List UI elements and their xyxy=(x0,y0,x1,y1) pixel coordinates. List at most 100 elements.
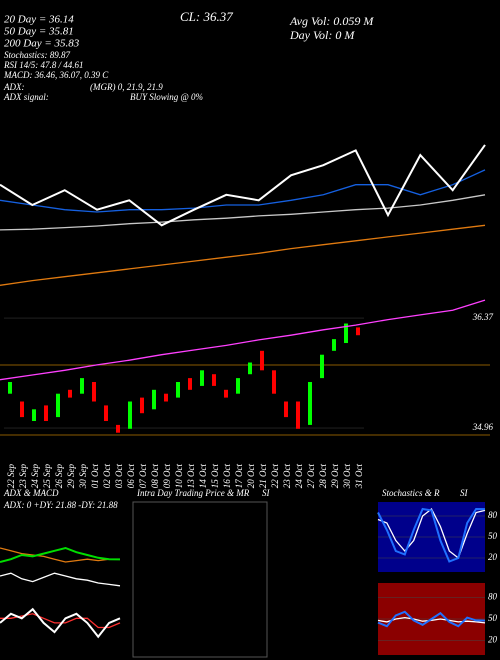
panel-subtitle: ADX: 0 +DY: 21.88 -DY: 21.88 xyxy=(3,500,118,510)
series-line xyxy=(377,616,486,624)
candle-body xyxy=(80,378,84,394)
candle-body xyxy=(248,362,252,375)
x-tick-label: 22 Sep xyxy=(6,464,16,489)
ma-200: 200 Day = 35.83 xyxy=(4,38,80,50)
candle-body xyxy=(188,378,192,390)
x-tick-label: 24 Oct xyxy=(294,464,304,489)
candle-body xyxy=(8,382,12,394)
ma-20: 20 Day = 36.14 xyxy=(4,14,74,26)
x-tick-label: 22 Oct xyxy=(270,464,280,489)
candle-body xyxy=(164,393,168,402)
candle-body xyxy=(212,374,216,386)
x-tick-label: 03 Oct xyxy=(114,464,124,489)
candle-body xyxy=(296,401,300,429)
adx-label: ADX: xyxy=(3,82,25,92)
x-tick-label: 31 Oct xyxy=(354,464,364,490)
x-tick-label: 17 Oct xyxy=(234,464,244,489)
avg-vol: Avg Vol: 0.059 M xyxy=(289,14,374,28)
series-line xyxy=(377,507,486,563)
adx-signal: BUY Slowing @ 0% xyxy=(130,92,203,102)
candle-body xyxy=(320,354,324,379)
candle-body xyxy=(32,409,36,422)
candle-body xyxy=(152,389,156,410)
y-tick-label: 80 xyxy=(488,591,498,601)
day-vol: Day Vol: 0 M xyxy=(289,28,355,42)
series-line xyxy=(377,507,486,560)
candle-body xyxy=(284,401,288,418)
candle-body xyxy=(224,389,228,398)
x-tick-label: 16 Oct xyxy=(222,464,232,489)
x-tick-label: 20 Oct xyxy=(246,464,256,489)
stochastics: Stochastics: 89.87 xyxy=(4,50,70,60)
macd: MACD: 36.46, 36.07, 0.39 C xyxy=(3,70,109,80)
series-line xyxy=(0,194,486,231)
x-tick-label: 28 Oct xyxy=(318,464,328,489)
y-tick-label: 34.96 xyxy=(472,422,494,432)
panel-subtitle: SI xyxy=(460,488,469,498)
series-line xyxy=(0,299,486,381)
candle-body xyxy=(200,370,204,386)
candle-body xyxy=(272,370,276,394)
y-tick-label: 50 xyxy=(488,531,498,541)
candle-body xyxy=(116,424,120,433)
candle-body xyxy=(308,382,312,425)
series-line xyxy=(0,144,486,227)
x-tick-label: 10 Oct xyxy=(174,464,184,489)
y-tick-label: 20 xyxy=(488,635,498,645)
x-tick-label: 25 Sep xyxy=(42,464,52,489)
rsi: RSI 14/5: 47.8 / 44.61 xyxy=(3,60,84,70)
x-tick-label: 15 Oct xyxy=(210,464,220,489)
candle-body xyxy=(356,327,360,336)
x-tick-label: 09 Oct xyxy=(162,464,172,489)
x-tick-label: 13 Oct xyxy=(186,464,196,489)
x-tick-label: 01 Oct xyxy=(90,464,100,489)
x-tick-label: 30 Oct xyxy=(342,464,352,490)
x-tick-label: 30 Sep xyxy=(78,464,88,490)
intraday-si: SI xyxy=(262,488,271,498)
series-line xyxy=(0,572,121,587)
series-line xyxy=(0,547,121,563)
y-tick-label: 50 xyxy=(488,613,498,623)
candle-body xyxy=(344,323,348,344)
y-tick-label: 36.37 xyxy=(472,312,494,322)
adx-signal-label: ADX signal: xyxy=(3,92,49,102)
candle-body xyxy=(44,405,48,422)
y-tick-label: 20 xyxy=(488,552,498,562)
candle-body xyxy=(92,382,96,402)
panel-title: Stochastics & R xyxy=(382,488,440,498)
x-tick-label: 26 Sep xyxy=(54,464,64,489)
x-tick-label: 07 Oct xyxy=(138,464,148,489)
series-line xyxy=(0,546,121,563)
series-line xyxy=(0,613,121,629)
candle-body xyxy=(260,350,264,371)
panel-title: ADX & MACD xyxy=(3,488,59,498)
x-tick-label: 14 Oct xyxy=(198,464,208,489)
x-tick-label: 06 Oct xyxy=(126,464,136,489)
candle-body xyxy=(56,393,60,418)
y-tick-label: 80 xyxy=(488,510,498,520)
candle-body xyxy=(68,389,72,398)
candle-body xyxy=(236,378,240,394)
x-tick-label: 27 Oct xyxy=(306,464,316,489)
series-line xyxy=(0,224,486,286)
x-tick-label: 23 Oct xyxy=(282,464,292,489)
x-tick-label: 23 Sep xyxy=(18,464,28,489)
x-tick-label: 21 Oct xyxy=(258,464,268,489)
intraday-title: Intra Day Trading Price & MR xyxy=(136,488,250,498)
candle-body xyxy=(140,397,144,414)
x-tick-label: 08 Oct xyxy=(150,464,160,489)
ma-50: 50 Day = 35.81 xyxy=(4,26,74,38)
series-line xyxy=(0,169,486,213)
candle-body xyxy=(20,401,24,418)
x-tick-label: 29 Oct xyxy=(330,464,340,489)
close: CL: 36.37 xyxy=(180,9,233,24)
intraday-box xyxy=(132,501,268,658)
candle-body xyxy=(332,339,336,351)
x-tick-label: 29 Sep xyxy=(66,464,76,489)
adx-values: (MGR) 0, 21.9, 21.9 xyxy=(90,82,163,92)
candle-body xyxy=(128,401,132,429)
candle-body xyxy=(104,405,108,422)
x-tick-label: 02 Oct xyxy=(102,464,112,489)
candle-body xyxy=(176,382,180,398)
